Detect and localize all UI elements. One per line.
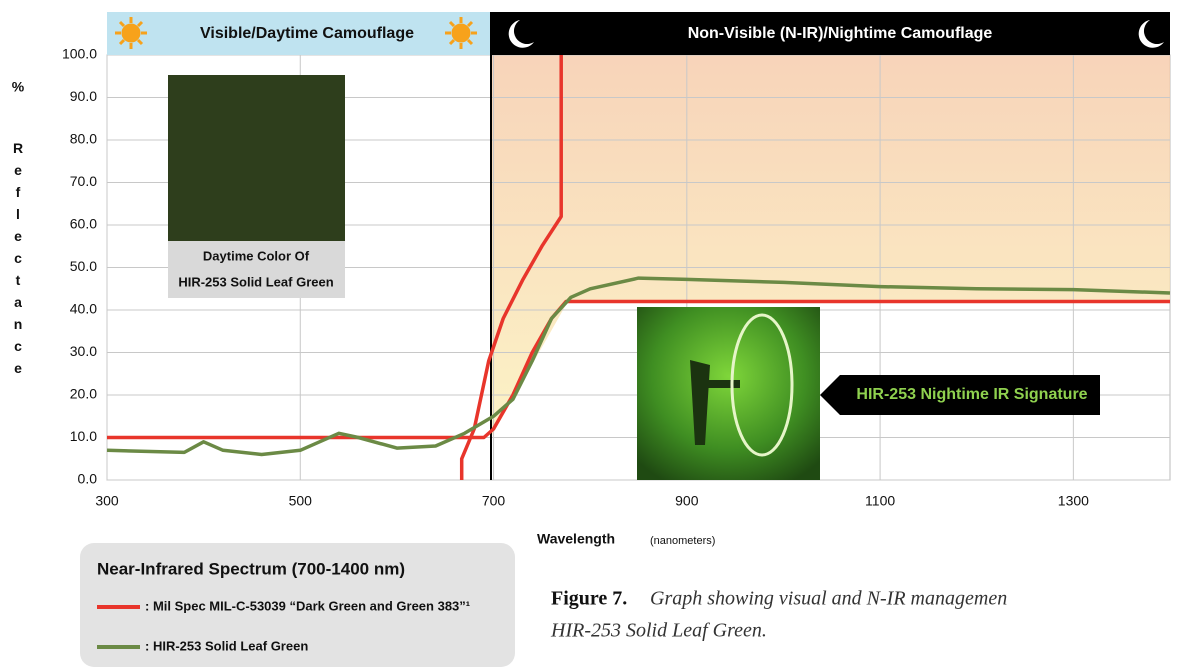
y-tick-label: 0.0: [78, 471, 98, 487]
x-tick-label: 1100: [865, 493, 895, 509]
y-tick-label: 50.0: [70, 258, 97, 274]
series-line: [459, 55, 563, 480]
y-tick-label: 40.0: [70, 301, 97, 317]
day-banner: [107, 12, 491, 55]
series-line: [106, 276, 1171, 457]
y-tick-label: 30.0: [70, 343, 97, 359]
legend-box: [80, 543, 515, 667]
caption-text: HIR-253 Solid Leaf Green.: [550, 620, 767, 642]
swatch-label-box: [168, 241, 345, 298]
y-axis-label: Reflectance: [10, 140, 26, 382]
y-tick-label: 70.0: [70, 173, 97, 189]
swatch-label: Daytime Color Of: [203, 248, 310, 263]
y-tick-label: 60.0: [70, 216, 97, 232]
legend-label: : Mil Spec MIL-C-53039 “Dark Green and G…: [145, 598, 470, 613]
x-tick-label: 500: [289, 493, 313, 509]
callout-box: [820, 375, 1100, 415]
swatch-label: HIR-253 Solid Leaf Green: [178, 274, 333, 289]
caption-text: Graph showing visual and N-IR managemen: [650, 588, 1007, 610]
x-tick-label: 300: [95, 493, 119, 509]
legend-label: : HIR-253 Solid Leaf Green: [145, 638, 308, 653]
x-tick-label: 1300: [1058, 493, 1089, 509]
y-tick-label: 80.0: [70, 131, 97, 147]
color-swatch: [168, 75, 345, 241]
x-axis-unit: (nanometers): [650, 535, 715, 547]
signature-ellipse: [730, 313, 794, 457]
x-axis-label: Wavelength: [537, 531, 615, 547]
x-tick-label: 700: [482, 493, 506, 509]
caption-label: Figure 7.: [551, 588, 627, 610]
y-tick-label: 20.0: [70, 386, 97, 402]
night-image: [637, 307, 820, 480]
moon-icon: [508, 20, 1164, 48]
x-tick-label: 900: [675, 493, 699, 509]
y-unit: %: [12, 79, 25, 95]
legend-title: Near-Infrared Spectrum (700-1400 nm): [97, 559, 405, 578]
day-banner-text: Visible/Daytime Camouflage: [200, 25, 414, 42]
night-banner: [491, 12, 1170, 55]
soldier-silhouette: [690, 360, 740, 445]
callout-text: HIR-253 Nightime IR Signature: [856, 386, 1087, 403]
nir-shade: [491, 55, 1170, 437]
y-tick-label: 90.0: [70, 88, 97, 104]
night-banner-text: Non-Visible (N-IR)/Nightime Camouflage: [688, 25, 993, 42]
sun-icon: [115, 17, 477, 49]
y-tick-label: 100.0: [62, 46, 97, 62]
y-tick-label: 10.0: [70, 428, 97, 444]
